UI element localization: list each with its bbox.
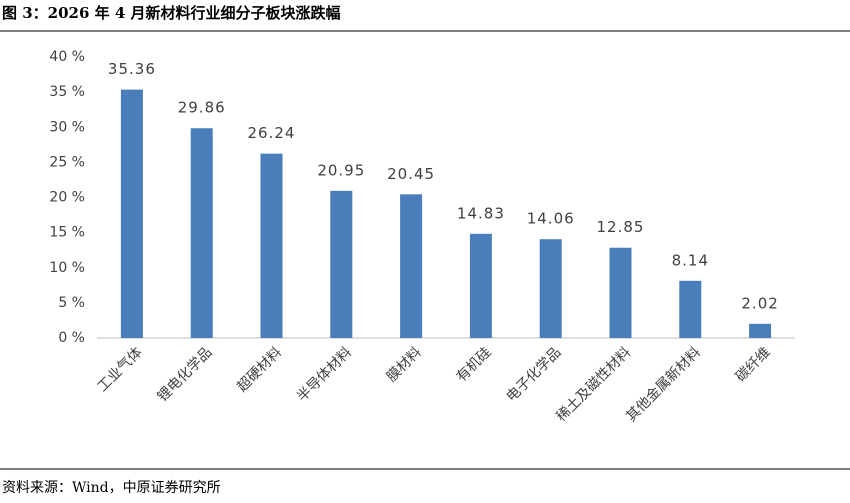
y-tick-label: 35 %	[49, 84, 85, 100]
value-label: 12.85	[597, 218, 645, 236]
value-label: 20.95	[317, 161, 365, 179]
value-label: 14.83	[457, 204, 505, 222]
y-tick-label: 10 %	[49, 260, 85, 276]
value-label: 14.06	[527, 210, 575, 228]
x-tick-label: 碳纤维	[733, 344, 774, 385]
y-tick-label: 25 %	[49, 154, 85, 170]
bar	[330, 190, 353, 338]
y-tick-label: 30 %	[49, 119, 85, 135]
y-tick-label: 5 %	[58, 295, 85, 311]
x-tick-label: 锂电化学品	[155, 344, 216, 405]
bar	[539, 239, 562, 338]
y-tick-label: 40 %	[49, 49, 85, 65]
x-tick-label: 稀土及磁性材料	[554, 344, 635, 425]
source-note: 资料来源：Wind，中原证券研究所	[2, 480, 221, 496]
x-tick-label: 工业气体	[95, 344, 146, 395]
x-tick-label: 电子化学品	[504, 344, 565, 405]
value-label: 29.86	[178, 99, 226, 117]
bar	[679, 280, 702, 338]
y-tick-label: 15 %	[49, 225, 85, 241]
bar	[260, 153, 283, 338]
bar	[609, 247, 632, 338]
y-tick-label: 0 %	[58, 330, 85, 346]
x-tick-label: 其他金属新材料	[623, 344, 704, 425]
value-label: 8.14	[672, 251, 709, 269]
x-tick-label: 有机硅	[454, 344, 495, 385]
y-tick-label: 20 %	[49, 190, 85, 206]
bar	[120, 89, 143, 338]
bar	[469, 233, 492, 338]
x-tick-label: 半导体材料	[294, 344, 355, 405]
x-tick-label: 超硬材料	[234, 344, 285, 395]
value-label: 26.24	[248, 124, 296, 142]
value-label: 2.02	[741, 294, 778, 312]
x-tick-label: 膜材料	[384, 344, 425, 385]
bar	[190, 128, 213, 338]
chart-title: 图 3：2026 年 4 月新材料行业细分子板块涨跌幅	[2, 4, 341, 22]
bar	[400, 194, 423, 338]
value-label: 20.45	[387, 165, 435, 183]
bar	[749, 323, 772, 338]
value-label: 35.36	[108, 60, 156, 78]
